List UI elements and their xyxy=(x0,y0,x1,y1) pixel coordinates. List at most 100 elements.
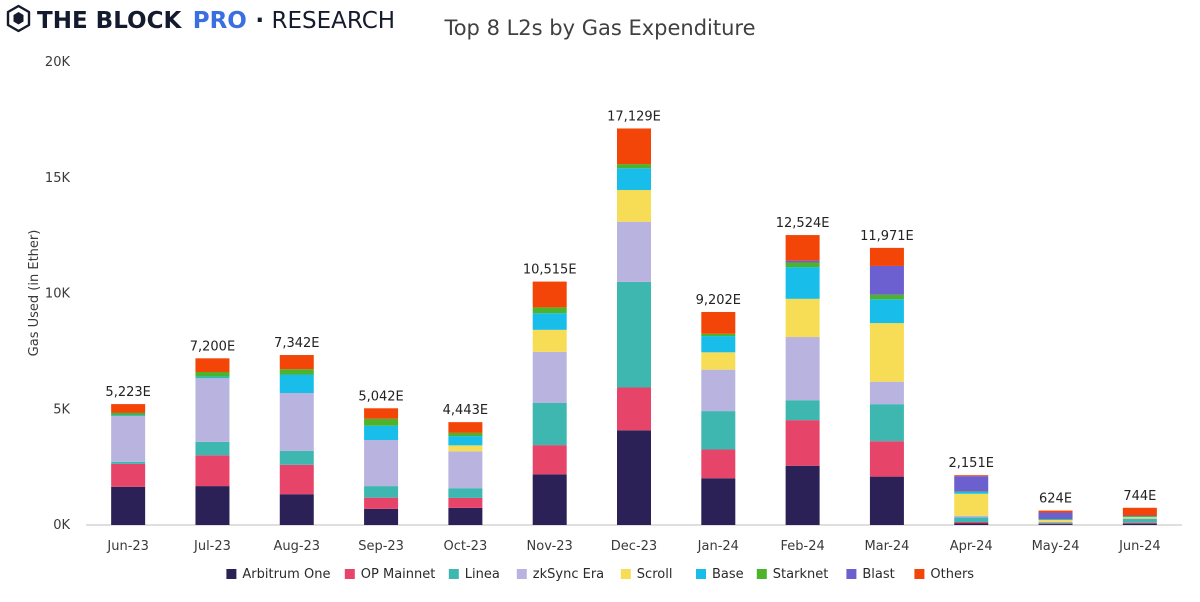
bar-segment xyxy=(1122,523,1157,525)
x-tick-label: Jan-24 xyxy=(697,539,739,554)
bar-segment xyxy=(785,298,820,338)
bar-segment xyxy=(617,387,651,431)
total-label: 2,151E xyxy=(949,456,994,471)
bar-segment xyxy=(279,494,314,525)
bar-stack xyxy=(195,358,230,525)
cube-logo-icon xyxy=(6,4,31,33)
total-label: 4,443E xyxy=(443,403,488,418)
bar-segment xyxy=(532,307,567,314)
bar-segment xyxy=(448,488,483,498)
bar-segment xyxy=(532,281,567,308)
bar-segment xyxy=(111,415,146,416)
bar-segment xyxy=(532,329,567,352)
bar-segment xyxy=(869,323,904,382)
bar-segment xyxy=(195,378,230,442)
legend-item: Blast xyxy=(846,567,895,582)
x-tick-label: Feb-24 xyxy=(780,539,824,554)
y-tick-label: 5K xyxy=(53,402,70,417)
legend-item: Starknet xyxy=(756,567,828,582)
x-tick-label: Dec-23 xyxy=(611,539,657,554)
bar-segment xyxy=(785,262,820,268)
bars xyxy=(111,128,1157,525)
bar-segment xyxy=(364,408,399,419)
total-label: 10,515E xyxy=(523,263,577,278)
bar-segment xyxy=(448,445,483,452)
y-axis-title: Gas Used (in Ether) xyxy=(27,230,42,357)
bar-segment xyxy=(195,358,230,372)
total-label: 9,202E xyxy=(696,293,741,308)
bar-segment xyxy=(617,190,651,222)
bar-segment xyxy=(1038,523,1073,525)
legend-label: Blast xyxy=(862,567,894,582)
bar-segment xyxy=(701,311,736,334)
total-labels: 5,223E 7,200E 7,342E 5,042E 4,443E 10,515E 17,… xyxy=(105,109,1156,506)
bar-segment xyxy=(869,381,904,405)
bar-segment xyxy=(364,440,399,487)
legend-label: Base xyxy=(712,567,744,582)
bar-segment xyxy=(532,445,567,475)
bar-segment xyxy=(111,412,146,416)
bar-segment xyxy=(954,523,989,525)
legend-swatch xyxy=(344,569,355,579)
bar-segment xyxy=(954,476,989,492)
bar-segment xyxy=(701,333,736,337)
bar-segment xyxy=(617,221,651,282)
bar-segment xyxy=(701,411,736,450)
total-label: 12,524E xyxy=(776,216,830,231)
bar-segment xyxy=(869,299,904,324)
bar-segment xyxy=(1122,518,1157,523)
bar-segment xyxy=(279,450,314,465)
bar-segment xyxy=(785,465,820,525)
legend-item: OP Mainnet xyxy=(344,567,436,582)
legend-label: OP Mainnet xyxy=(361,567,436,582)
bar-segment xyxy=(1122,518,1157,520)
x-tick-label: May-24 xyxy=(1032,539,1080,554)
bar-segment xyxy=(448,432,483,437)
bar-segment xyxy=(617,168,651,191)
x-tick-label: Sep-23 xyxy=(358,539,404,554)
x-tick-label: Apr-24 xyxy=(950,539,993,554)
bar-segment xyxy=(869,247,904,266)
bar-segment xyxy=(1038,519,1073,522)
total-label: 624E xyxy=(1039,492,1072,507)
legend-item: zkSync Era xyxy=(516,567,604,582)
legend-swatch xyxy=(846,569,857,579)
total-label: 11,971E xyxy=(860,229,914,244)
legend-swatch xyxy=(620,569,631,579)
bar-stack xyxy=(364,408,399,525)
bar-stack xyxy=(279,355,314,525)
legend-label: Linea xyxy=(465,567,500,582)
bar-segment xyxy=(195,376,230,379)
bar-segment xyxy=(785,260,820,263)
legend: Arbitrum One OP Mainnet Linea zkSync Era Scr… xyxy=(226,567,974,582)
y-tick-label: 10K xyxy=(45,287,71,302)
bar-stack xyxy=(617,128,651,525)
bar-segment xyxy=(532,474,567,525)
bar-stack xyxy=(954,475,989,525)
bar-segment xyxy=(279,355,314,370)
bar-segment xyxy=(954,515,989,518)
legend-label: Arbitrum One xyxy=(242,567,330,582)
bar-segment xyxy=(111,461,146,464)
bar-segment xyxy=(364,497,399,509)
bar-segment xyxy=(1038,522,1073,524)
total-label: 744E xyxy=(1123,489,1156,504)
bar-segment xyxy=(111,404,146,413)
legend-swatch xyxy=(696,569,706,579)
bar-segment xyxy=(954,475,989,477)
legend-swatch xyxy=(756,569,767,579)
legend-swatch xyxy=(226,569,237,579)
bar-segment xyxy=(448,422,483,433)
bar-stack xyxy=(111,404,146,525)
chart-title: Top 8 L2s by Gas Expenditure xyxy=(443,16,755,40)
bar-segment xyxy=(1038,524,1073,525)
bar-segment xyxy=(364,508,399,525)
bar-segment xyxy=(701,449,736,479)
bar-segment xyxy=(785,400,820,421)
bar-segment xyxy=(1038,510,1073,513)
bar-segment xyxy=(364,418,399,426)
y-tick-label: 15K xyxy=(45,171,71,186)
bar-stack xyxy=(448,422,483,525)
bar-segment xyxy=(279,374,314,394)
